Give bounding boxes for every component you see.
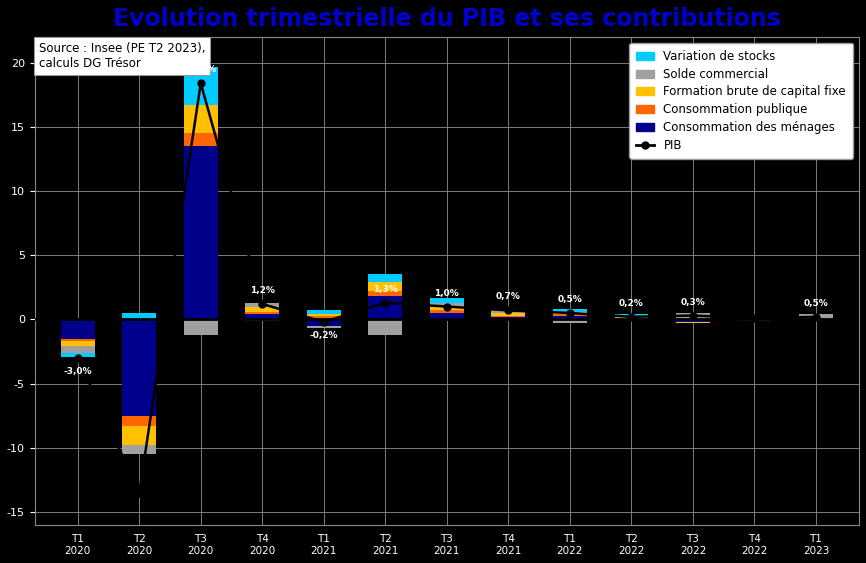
Bar [245,314,279,319]
Bar [615,319,649,321]
Bar [676,318,710,319]
Bar [799,319,833,321]
Text: 0,2%: 0,2% [619,299,643,308]
Text: 1,0%: 1,0% [435,289,459,298]
Bar [553,315,587,319]
Bar [676,319,710,322]
Bar [368,319,403,335]
Title: Evolution trimestrielle du PIB et ses contributions: Evolution trimestrielle du PIB et ses co… [113,7,781,31]
Bar [430,313,464,319]
Text: 1,2%: 1,2% [250,286,275,295]
Bar [122,319,156,415]
Bar [615,314,649,315]
Bar [307,310,340,314]
Bar [676,313,710,318]
Bar [61,353,94,356]
Bar [492,317,526,319]
Bar [553,314,587,315]
Bar [430,307,464,310]
Text: -3,0%: -3,0% [63,367,92,376]
Bar [122,313,156,319]
Text: 0,7%: 0,7% [496,292,520,301]
Bar [368,291,403,296]
Legend: Variation de stocks, Solde commercial, Formation brute de capital fixe, Consomma: Variation de stocks, Solde commercial, F… [630,43,853,159]
Bar [492,313,526,315]
Bar [307,319,340,326]
Bar [122,426,156,445]
Bar [245,319,279,321]
Bar [184,133,217,146]
Bar [122,415,156,426]
Bar [738,318,772,319]
Bar [307,314,340,315]
Text: Source : Insee (PE T2 2023),
calculs DG Trésor: Source : Insee (PE T2 2023), calculs DG … [39,42,205,70]
Bar [615,315,649,317]
Bar [61,341,94,346]
Text: -0,2%: -0,2% [309,331,338,340]
Bar [553,312,587,314]
Text: 0,5%: 0,5% [558,295,582,304]
Bar [368,296,403,319]
Bar [676,322,710,323]
Bar [245,303,279,307]
Bar [61,346,94,353]
Bar [430,310,464,313]
Bar [184,105,217,133]
Bar [368,275,403,282]
Bar [430,298,464,303]
Bar [492,310,526,313]
Bar [492,315,526,317]
Text: 0,5%: 0,5% [804,299,829,308]
Bar [553,319,587,323]
Bar [184,66,217,105]
Text: 18,4%: 18,4% [185,65,216,74]
Bar [184,146,217,319]
Text: 1,3%: 1,3% [373,285,397,294]
Bar [307,315,340,319]
Bar [184,319,217,335]
Bar [799,314,833,318]
Bar [245,312,279,314]
Text: 0,3%: 0,3% [681,298,705,307]
Bar [122,445,156,454]
Bar [553,309,587,312]
Bar [307,326,340,328]
Bar [738,319,772,321]
Bar [368,282,403,291]
Bar [430,303,464,307]
Bar [61,319,94,339]
Bar [245,307,279,312]
Bar [615,317,649,318]
Bar [799,318,833,319]
Bar [615,318,649,319]
Bar [61,339,94,341]
